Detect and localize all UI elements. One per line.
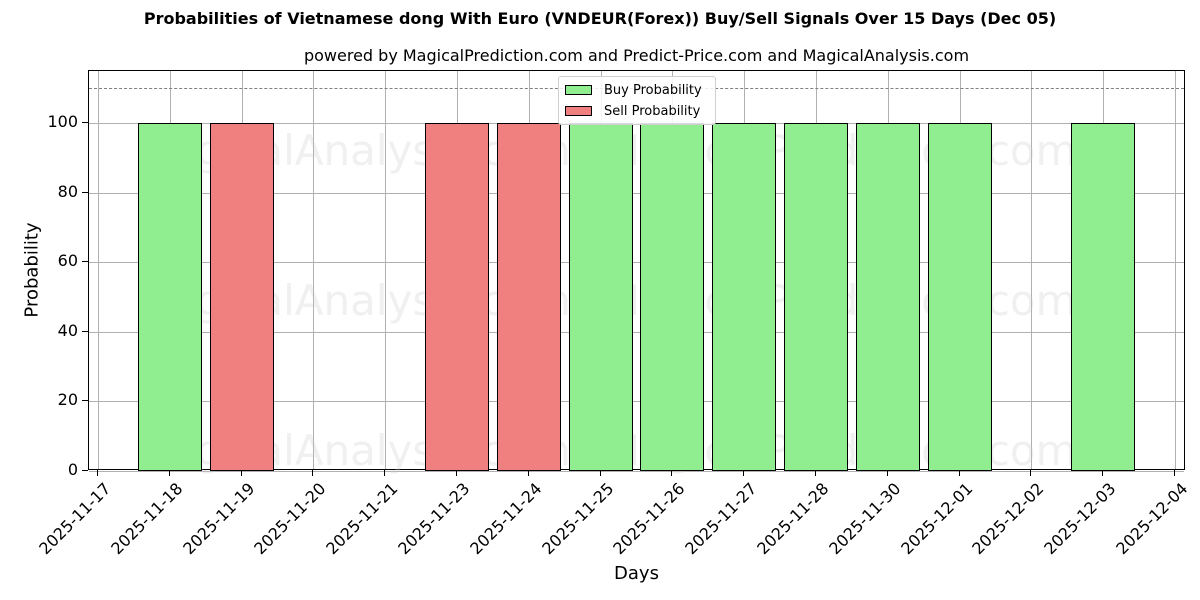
buy-bar [855,123,920,471]
gridline-v [1031,71,1033,469]
x-tick [958,470,960,476]
legend: Buy Probability Sell Probability [558,76,716,125]
x-tick [886,470,888,476]
x-tick [527,470,529,476]
y-tick-label: 20 [57,390,78,410]
x-tick [1102,470,1104,476]
y-tick-label: 40 [57,320,78,340]
legend-sell-label: Sell Probability [604,103,701,119]
x-tick [240,470,242,476]
x-axis-title: Days [614,563,659,584]
legend-item-buy: Buy Probability [565,81,702,99]
x-tick-label: 2025-11-18 [107,479,187,559]
x-tick-label: 2025-11-24 [466,479,546,559]
x-tick [168,470,170,476]
gridline-h [89,192,1184,194]
x-tick [456,470,457,476]
y-tick [82,261,88,263]
gridline-v [98,71,99,469]
gridline-v [313,71,315,469]
y-tick [82,330,88,332]
x-tick-label: 2025-11-19 [178,479,259,559]
buy-bar [137,123,202,471]
x-tick-label: 2025-11-21 [322,479,402,559]
x-tick-label: 2025-11-25 [537,479,618,559]
x-tick-label: 2025-12-02 [968,479,1048,559]
buy-swatch-icon [565,85,592,95]
y-tick-label: 60 [57,251,78,271]
y-tick [82,400,88,402]
y-tick [82,122,88,124]
y-axis-title: Probability [21,222,43,318]
y-tick-label: 0 [67,460,78,479]
chart-title: Probabilities of Vietnamese dong With Eu… [143,9,1057,28]
x-tick [384,470,386,476]
sell-bar [209,123,274,471]
buy-bar [784,123,848,471]
gridline-v [385,71,387,469]
buy-bar [712,123,777,471]
sell-bar [425,123,489,471]
gridline-h [89,471,1184,472]
y-tick-label: 80 [57,181,78,201]
x-tick-label: 2025-12-04 [1112,479,1192,559]
buy-bar [640,123,705,471]
x-tick-label: 2025-11-28 [753,479,833,559]
gridline-h [89,262,1184,264]
chart-subtitle: powered by MagicalPrediction.com and Pre… [303,46,970,65]
buy-bar [1071,123,1136,471]
x-tick-label: 2025-11-23 [394,479,474,559]
legend-item-sell: Sell Probability [565,102,700,120]
gridline-v [1175,71,1176,469]
sell-swatch-icon [565,106,592,116]
x-tick [671,470,673,476]
sell-bar [496,123,561,471]
x-tick [599,470,601,476]
x-tick-label: 2025-11-30 [825,479,905,559]
x-tick [1030,470,1032,476]
gridline-h [89,401,1184,403]
y-tick-label: 100 [47,112,78,132]
plot-area: MagicalAnalysis.com MagicalAnalysis.com Ma… [88,70,1185,475]
gridline-h [89,331,1184,333]
x-tick-label: 2025-12-01 [896,479,977,559]
x-tick-label: 2025-11-26 [609,479,689,559]
x-tick-label: 2025-11-17 [35,479,115,559]
x-tick [1174,470,1175,476]
x-tick-label: 2025-11-20 [250,479,330,559]
legend-buy-label: Buy Probability [604,82,702,98]
x-tick-label: 2025-12-03 [1040,479,1120,559]
x-tick [97,470,98,476]
y-tick [82,191,88,193]
x-tick [743,470,745,476]
y-tick [82,470,88,471]
x-tick [815,470,816,476]
x-tick [312,470,314,476]
buy-bar [568,123,633,471]
buy-bar [927,123,992,471]
x-tick-label: 2025-11-27 [681,479,761,559]
